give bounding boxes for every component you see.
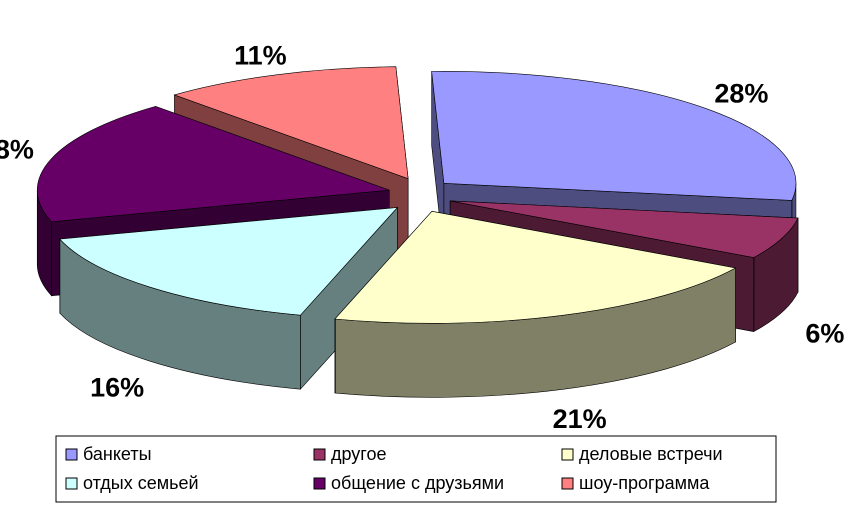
slice-value-label-3: 16% bbox=[90, 372, 144, 402]
legend-swatch-3 bbox=[65, 477, 78, 490]
legend-label-3: отдых семьей bbox=[83, 473, 199, 493]
pie-value-labels: 28% 6% 21% 16% 18% 11% bbox=[0, 40, 844, 434]
legend-label-0: банкеты bbox=[83, 444, 152, 464]
slice-1 bbox=[450, 200, 799, 258]
legend-swatch-0 bbox=[65, 448, 78, 461]
legend-label-4: общение с друзьями bbox=[331, 473, 504, 493]
slice-5 bbox=[173, 66, 409, 180]
slice-value-label-0: 28% bbox=[714, 78, 768, 108]
legend-label-2: деловые встречи bbox=[579, 444, 723, 464]
legend-box bbox=[55, 435, 777, 503]
slice-4 bbox=[36, 106, 390, 223]
slice-2 bbox=[334, 211, 737, 324]
legend-swatch-2 bbox=[561, 448, 574, 461]
legend-swatch-5 bbox=[561, 477, 574, 490]
legend-label-5: шоу-программа bbox=[579, 473, 710, 493]
legend-swatch-1 bbox=[313, 448, 326, 461]
legend: банкеты другое деловые встречи отдых семьей… bbox=[55, 435, 777, 503]
slice-0 bbox=[431, 71, 797, 201]
slice-value-label-1: 6% bbox=[805, 318, 844, 348]
legend-swatch-4 bbox=[313, 477, 326, 490]
slice-3 bbox=[59, 207, 399, 316]
slice-value-label-5: 11% bbox=[234, 40, 287, 70]
legend-label-1: другое bbox=[331, 444, 387, 464]
slice-value-label-2: 21% bbox=[553, 404, 607, 434]
slice-value-label-4: 18% bbox=[0, 134, 34, 164]
pie-plot-area bbox=[36, 66, 799, 398]
